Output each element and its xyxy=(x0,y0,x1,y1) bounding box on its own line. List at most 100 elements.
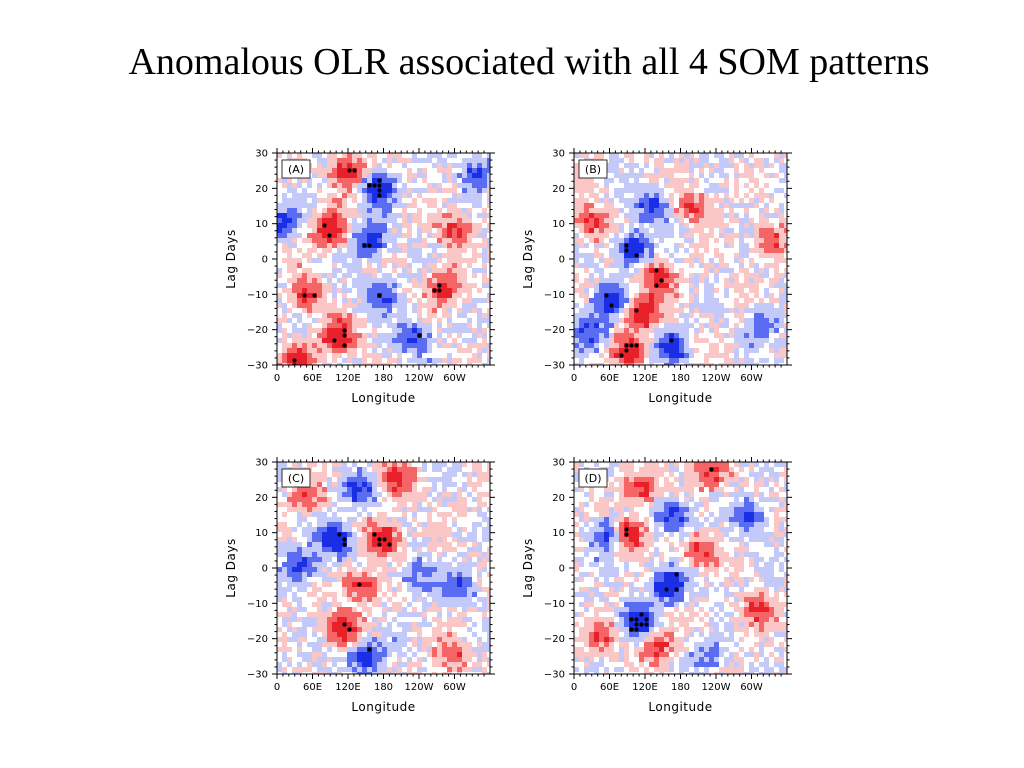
olr-cell xyxy=(639,248,645,254)
olr-cell xyxy=(422,547,428,553)
olr-cell xyxy=(362,188,368,194)
olr-cell xyxy=(649,153,655,159)
olr-cell xyxy=(282,228,288,234)
olr-cell xyxy=(397,472,403,478)
olr-cell xyxy=(774,228,780,234)
olr-cell xyxy=(432,208,438,214)
olr-cell xyxy=(659,353,665,359)
olr-cell xyxy=(599,273,605,279)
olr-cell xyxy=(579,188,585,194)
olr-cell xyxy=(472,487,478,493)
olr-cell xyxy=(417,243,423,249)
olr-cell xyxy=(724,243,730,249)
olr-cell xyxy=(382,163,388,169)
olr-cell xyxy=(709,313,715,319)
olr-cell xyxy=(377,482,383,488)
olr-cell xyxy=(729,328,735,334)
olr-cell xyxy=(482,482,488,488)
olr-cell xyxy=(367,218,373,224)
olr-cell xyxy=(644,278,650,284)
olr-cell xyxy=(724,328,730,334)
olr-cell xyxy=(739,353,745,359)
olr-cell xyxy=(427,213,433,219)
olr-cell xyxy=(432,218,438,224)
olr-cell xyxy=(372,218,378,224)
olr-cell xyxy=(287,492,293,498)
olr-cell xyxy=(417,273,423,279)
olr-cell xyxy=(277,348,283,354)
olr-cell xyxy=(744,248,750,254)
olr-cell xyxy=(674,173,680,179)
olr-cell xyxy=(427,562,433,568)
olr-cell xyxy=(574,278,580,284)
olr-cell xyxy=(307,198,313,204)
olr-cell xyxy=(327,298,333,304)
olr-cell xyxy=(467,228,473,234)
y-tick-label: 10 xyxy=(552,219,565,230)
olr-cell xyxy=(442,293,448,299)
olr-cell xyxy=(584,223,590,229)
olr-cell xyxy=(769,293,775,299)
olr-cell xyxy=(427,328,433,334)
olr-cell xyxy=(322,507,328,513)
olr-cell xyxy=(614,193,620,199)
olr-cell xyxy=(317,542,323,548)
olr-cell xyxy=(604,358,610,364)
olr-cell xyxy=(654,308,660,314)
olr-cell xyxy=(402,363,408,365)
olr-cell xyxy=(457,193,463,199)
olr-cell xyxy=(619,248,625,254)
olr-cell xyxy=(699,363,705,365)
olr-cell xyxy=(467,363,473,365)
olr-cell xyxy=(347,283,353,289)
olr-cell xyxy=(337,477,343,483)
olr-cell xyxy=(724,298,730,304)
olr-cell xyxy=(709,323,715,329)
olr-cell xyxy=(604,298,610,304)
olr-cell xyxy=(357,333,363,339)
olr-cell xyxy=(397,358,403,364)
olr-cell xyxy=(619,268,625,274)
olr-cell xyxy=(432,223,438,229)
olr-cell xyxy=(317,198,323,204)
olr-cell xyxy=(437,168,443,174)
olr-cell xyxy=(674,183,680,189)
olr-cell xyxy=(387,163,393,169)
olr-cell xyxy=(282,203,288,209)
olr-cell xyxy=(277,213,283,219)
olr-cell xyxy=(462,487,468,493)
x-tick-label: 120W xyxy=(702,373,731,384)
olr-cell xyxy=(397,308,403,314)
olr-cell xyxy=(382,323,388,329)
olr-cell xyxy=(402,243,408,249)
olr-cell xyxy=(754,303,760,309)
olr-cell xyxy=(422,263,428,269)
olr-cell xyxy=(724,193,730,199)
olr-cell xyxy=(604,263,610,269)
olr-cell xyxy=(307,233,313,239)
olr-cell xyxy=(704,303,710,309)
olr-cell xyxy=(769,278,775,284)
olr-cell xyxy=(749,193,755,199)
olr-cell xyxy=(372,273,378,279)
olr-cell xyxy=(332,472,338,478)
olr-cell xyxy=(407,303,413,309)
olr-cell xyxy=(282,153,288,159)
olr-cell xyxy=(447,278,453,284)
olr-cell xyxy=(337,353,343,359)
olr-cell xyxy=(357,153,363,159)
olr-cell xyxy=(412,173,418,179)
olr-cell xyxy=(282,253,288,259)
olr-cell xyxy=(487,188,490,194)
olr-cell xyxy=(694,298,700,304)
olr-cell xyxy=(402,233,408,239)
olr-cell xyxy=(457,552,463,558)
olr-cell xyxy=(487,178,490,184)
olr-cell xyxy=(482,343,488,349)
olr-cell xyxy=(402,308,408,314)
olr-cell xyxy=(387,323,393,329)
olr-cell xyxy=(604,253,610,259)
olr-cell xyxy=(307,263,313,269)
y-axis-title: Lag Days xyxy=(521,229,535,288)
olr-cell xyxy=(452,253,458,259)
